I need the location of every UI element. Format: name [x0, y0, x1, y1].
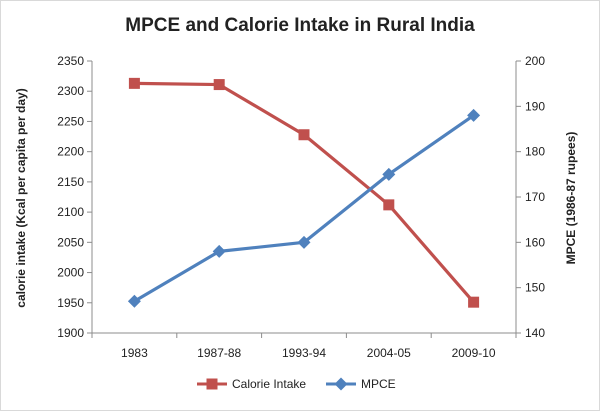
- right-tick-label: 150: [525, 281, 545, 295]
- axes: [91, 61, 517, 334]
- x-tick-label: 2004-05: [367, 346, 411, 360]
- series-layer: [127, 77, 481, 308]
- legend-marker: [206, 378, 218, 390]
- series-line: [134, 81, 475, 304]
- x-tick-label: 2009-10: [452, 346, 496, 360]
- left-tick-label: 2050: [57, 235, 84, 249]
- data-point: [467, 108, 481, 122]
- data-point: [468, 296, 480, 308]
- series-calorie-intake: [128, 77, 480, 308]
- left-tick-label: 2300: [57, 84, 84, 98]
- chart-title: MPCE and Calorie Intake in Rural India: [125, 15, 475, 36]
- left-tick-label: 1900: [57, 326, 84, 340]
- left-tick-label: 2000: [57, 266, 84, 280]
- series-line: [133, 114, 475, 303]
- data-point: [213, 79, 225, 91]
- right-axis-ticks: 140 150 160 170 180 190 200: [516, 54, 545, 340]
- data-point: [127, 294, 141, 308]
- right-axis-title: MPCE (1986-87 rupees): [564, 132, 578, 265]
- legend-label: Calorie Intake: [232, 377, 306, 391]
- left-tick-label: 2100: [57, 205, 84, 219]
- x-tick-label: 1993-94: [282, 346, 326, 360]
- legend-label: MPCE: [361, 377, 396, 391]
- data-point: [297, 235, 311, 249]
- data-point: [298, 129, 310, 141]
- left-tick-label: 2200: [57, 145, 84, 159]
- left-tick-label: 1950: [57, 296, 84, 310]
- x-axis-ticks: 1983 1987-88 1993-94 2004-05 2009-10: [91, 333, 517, 360]
- right-tick-label: 170: [525, 190, 545, 204]
- right-tick-label: 160: [525, 235, 545, 249]
- right-tick-label: 180: [525, 145, 545, 159]
- x-tick-label: 1987-88: [197, 346, 241, 360]
- left-tick-label: 2250: [57, 114, 84, 128]
- left-tick-label: 2150: [57, 175, 84, 189]
- legend: Calorie Intake MPCE: [197, 377, 396, 391]
- data-point: [128, 77, 140, 89]
- data-point: [382, 167, 396, 181]
- x-tick-label: 1983: [121, 346, 148, 360]
- legend-entry: MPCE: [326, 377, 396, 391]
- series-mpce: [127, 108, 481, 308]
- right-tick-label: 190: [525, 99, 545, 113]
- legend-marker: [334, 377, 348, 391]
- legend-entry: Calorie Intake: [197, 377, 306, 391]
- left-tick-label: 2350: [57, 54, 84, 68]
- data-point: [383, 199, 395, 211]
- left-axis-title: calorie intake (Kcal per capita per day): [14, 88, 28, 307]
- left-axis-ticks: 1900 1950 2000 2050 2100 2150 2200 2250 2300 2350: [57, 54, 92, 340]
- right-tick-label: 140: [525, 326, 545, 340]
- data-point: [212, 244, 226, 258]
- right-tick-label: 200: [525, 54, 545, 68]
